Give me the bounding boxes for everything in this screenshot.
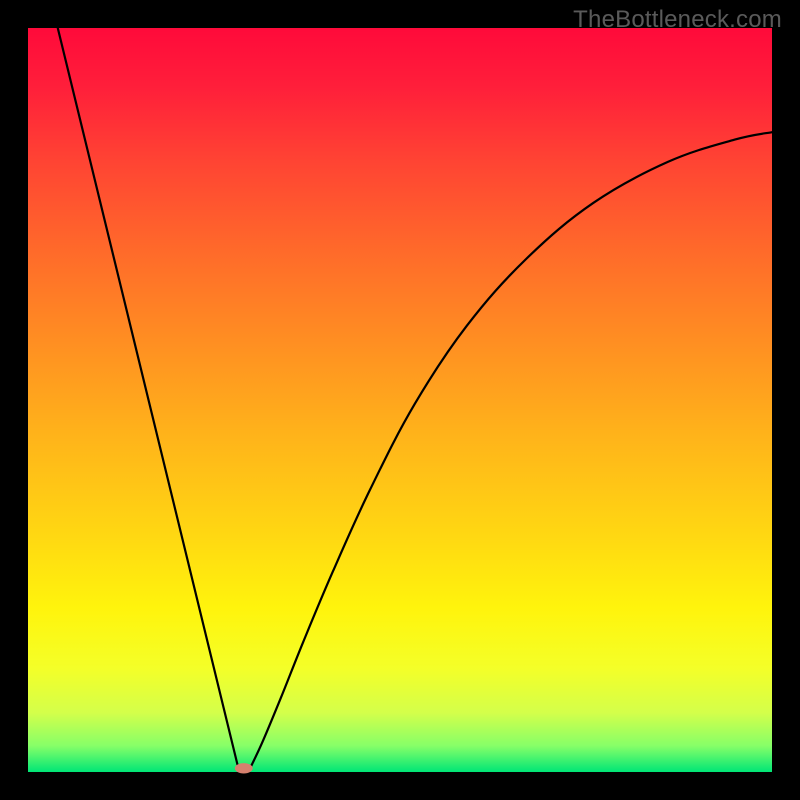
bottleneck-chart — [0, 0, 800, 800]
watermark-text: TheBottleneck.com — [573, 6, 782, 34]
optimal-point-marker — [235, 763, 253, 773]
plot-background-gradient — [28, 28, 772, 772]
chart-frame: TheBottleneck.com — [0, 0, 800, 800]
